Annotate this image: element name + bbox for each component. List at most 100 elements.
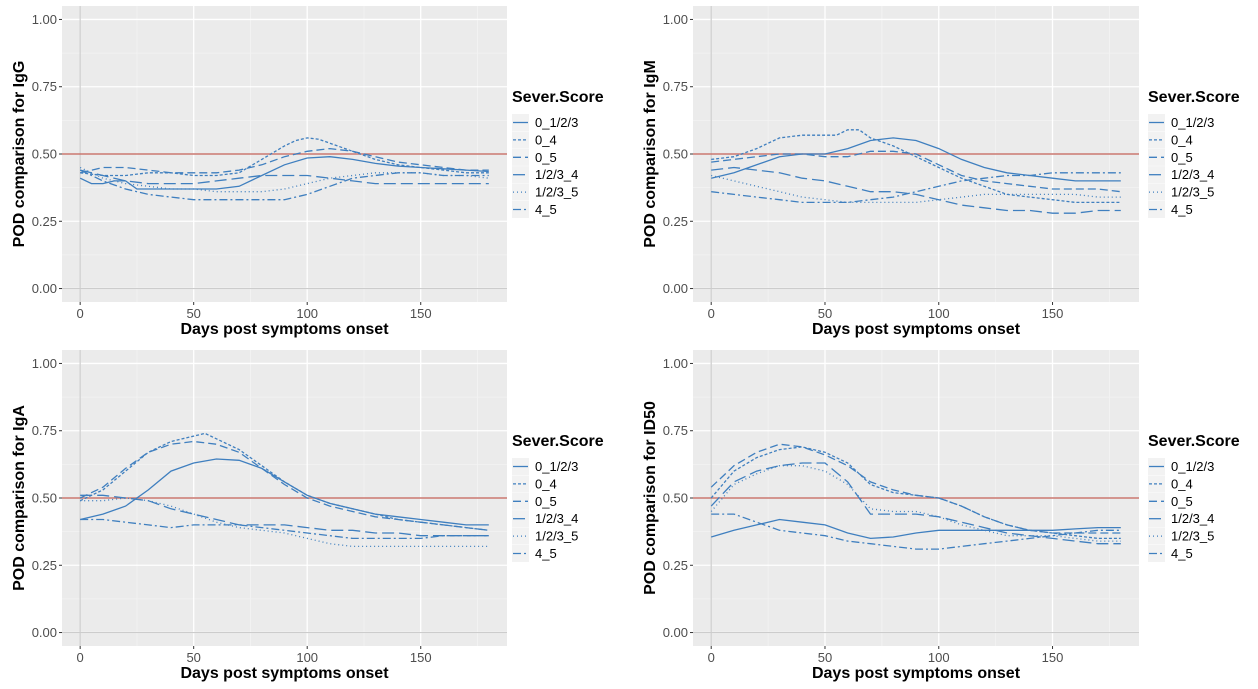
legend: Sever.Score 0_1/2/3 0_4 0_5 1/2/3_4 1/2/3_5 4_…: [1148, 433, 1240, 562]
x-axis-title: Days post symptoms onset: [812, 321, 1021, 338]
legend-label: 0_1/2/3: [1171, 459, 1214, 474]
legend-label: 0_5: [1171, 494, 1193, 509]
y-tick-label: 0.75: [663, 79, 688, 94]
series-line-0-5: [710, 443, 1121, 534]
x-tick-label: 100: [928, 650, 950, 665]
x-tick-label: 150: [1042, 650, 1064, 665]
x-tick-label: 50: [818, 306, 832, 321]
y-axis-title: POD comparison for ID50: [642, 401, 659, 595]
y-tick-label: 0.00: [663, 281, 688, 296]
x-tick-label: 50: [186, 306, 200, 321]
series-line-0-5: [79, 440, 489, 531]
legend-label: 0_4: [535, 476, 557, 491]
y-axis-title: POD comparison for IgA: [11, 405, 28, 591]
x-tick-label: 0: [708, 650, 715, 665]
y-tick-label: 1.00: [32, 12, 57, 27]
legend-label: 1/2/3_5: [1171, 529, 1214, 544]
y-tick-label: 0.00: [32, 625, 57, 640]
x-tick-label: 150: [1042, 306, 1064, 321]
series-line-0-4: [79, 432, 489, 531]
y-axis-title: POD comparison for IgG: [11, 61, 28, 248]
series-line-1-2-3-5: [711, 174, 1121, 204]
legend: Sever.Score 0_1/2/3 0_4 0_5 1/2/3_4 1/2/3_5 4_…: [1148, 89, 1240, 218]
y-tick-label: 0.00: [32, 281, 57, 296]
x-tick-label: 0: [708, 306, 715, 321]
y-tick-label: 0.75: [32, 79, 57, 94]
legend-title: Sever.Score: [512, 89, 604, 106]
chart-panel-1: 0.00 0.25 0.50 0.75 1.00 0 50 100 150 Days post s…: [11, 6, 604, 338]
legend-label: 0_5: [535, 494, 557, 509]
legend-label: 1/2/3_5: [1171, 185, 1214, 200]
series-line-1-2-3-5: [710, 465, 1121, 542]
x-tick-label: 100: [296, 306, 318, 321]
x-axis-title: Days post symptoms onset: [180, 665, 389, 682]
series-line-1-2-3-4: [710, 462, 1121, 545]
chart-panel-2: 0.00 0.25 0.50 0.75 1.00 0 50 100 150 Days post s…: [642, 6, 1240, 338]
y-tick-label: 0.25: [32, 558, 57, 573]
legend-label: 0_5: [1171, 150, 1193, 165]
y-tick-label: 1.00: [32, 356, 57, 371]
series-line-0-5: [711, 150, 1121, 193]
legend-label: 1/2/3_4: [1171, 511, 1214, 526]
x-tick-label: 150: [410, 306, 432, 321]
legend-key-bg: [1148, 527, 1165, 545]
legend-label: 1/2/3_4: [535, 511, 578, 526]
y-tick-label: 0.25: [663, 214, 688, 229]
x-tick-label: 100: [296, 650, 318, 665]
series-line-0-4: [80, 137, 489, 177]
y-tick-label: 1.00: [663, 356, 688, 371]
series-line-0-1-2-3: [711, 518, 1121, 540]
y-tick-label: 0.50: [32, 147, 57, 162]
chart-panel-4: 0.00 0.25 0.50 0.75 1.00 0 50 100 150 Days post s…: [642, 350, 1240, 682]
x-axis-title: Days post symptoms onset: [180, 321, 389, 338]
x-tick-label: 100: [928, 306, 950, 321]
legend-key-bg: [512, 183, 529, 201]
legend-label: 1/2/3_4: [535, 167, 578, 182]
legend-title: Sever.Score: [1148, 433, 1240, 450]
series-line-4-5: [711, 513, 1121, 550]
legend-label: 0_1/2/3: [1171, 115, 1214, 130]
y-tick-label: 0.50: [663, 147, 688, 162]
legend-key-bg: [1148, 183, 1165, 201]
x-tick-label: 150: [410, 650, 432, 665]
y-tick-label: 0.75: [663, 423, 688, 438]
legend-label: 1/2/3_5: [535, 185, 578, 200]
series-line-0-5: [80, 147, 489, 174]
y-tick-label: 0.50: [32, 491, 57, 506]
series-line-0-1-2-3: [79, 156, 489, 190]
x-tick-label: 50: [186, 650, 200, 665]
series-line-4-5: [711, 172, 1121, 204]
legend-label: 0_4: [1171, 132, 1193, 147]
legend-label: 0_4: [1171, 476, 1193, 491]
y-tick-label: 0.75: [32, 423, 57, 438]
legend-label: 0_1/2/3: [535, 459, 578, 474]
x-tick-label: 0: [77, 650, 84, 665]
legend-label: 1/2/3_4: [1171, 167, 1214, 182]
legend-label: 4_5: [535, 202, 557, 217]
series-line-1-2-3-4: [711, 166, 1121, 214]
series-line-4-5: [80, 518, 489, 540]
series-line-1-2-3-5: [80, 497, 489, 548]
x-tick-label: 0: [77, 306, 84, 321]
series-line-4-5: [79, 169, 489, 201]
legend-label: 0_4: [535, 132, 557, 147]
y-tick-label: 0.50: [663, 491, 688, 506]
legend-label: 4_5: [535, 546, 557, 561]
legend-label: 4_5: [1171, 202, 1193, 217]
legend: Sever.Score 0_1/2/3 0_4 0_5 1/2/3_4 1/2/3_5 4_…: [512, 89, 604, 218]
legend-label: 4_5: [1171, 546, 1193, 561]
legend-label: 1/2/3_5: [535, 529, 578, 544]
y-tick-label: 0.25: [663, 558, 688, 573]
series-line-1-2-3-4: [80, 169, 489, 185]
legend-label: 0_5: [535, 150, 557, 165]
series-line-0-1-2-3: [711, 137, 1121, 182]
y-tick-label: 0.25: [32, 214, 57, 229]
x-axis-title: Days post symptoms onset: [812, 665, 1021, 682]
y-tick-label: 1.00: [663, 12, 688, 27]
chart-panel-3: 0.00 0.25 0.50 0.75 1.00 0 50 100 150 Days post s…: [11, 350, 604, 682]
legend-label: 0_1/2/3: [535, 115, 578, 130]
legend-title: Sever.Score: [1148, 89, 1240, 106]
y-axis-title: POD comparison for IgM: [642, 60, 659, 248]
legend-key-bg: [512, 527, 529, 545]
